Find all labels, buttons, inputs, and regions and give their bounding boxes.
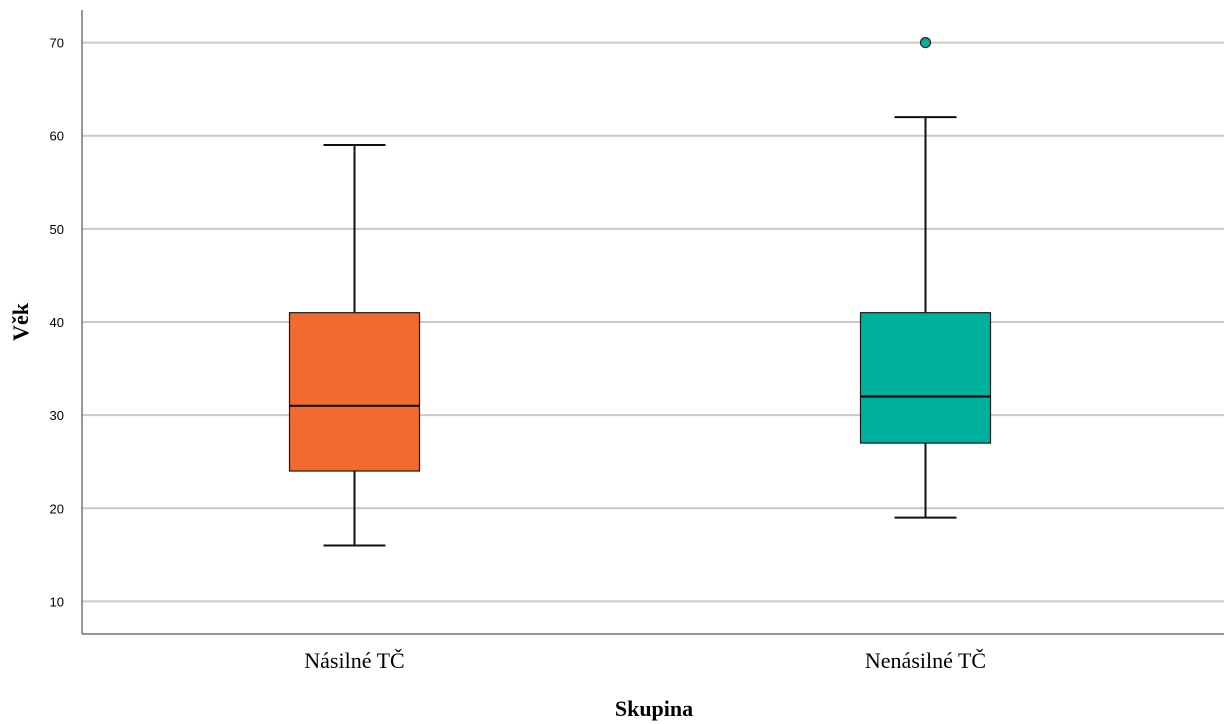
box-group — [859, 36, 992, 519]
y-tick-label: 20 — [50, 501, 64, 516]
y-tick-label: 10 — [50, 594, 64, 609]
box-group — [288, 144, 421, 547]
y-tick-label: 30 — [50, 408, 64, 423]
y-tick-labels: 10 20 30 40 50 60 70 — [50, 36, 64, 610]
iqr-box — [859, 312, 992, 444]
y-tick-label: 50 — [50, 222, 64, 237]
x-axis-title: Skupina — [615, 696, 693, 721]
gridlines — [82, 41, 1224, 603]
x-category-label: Násilné TČ — [304, 648, 404, 673]
y-tick-label: 70 — [50, 36, 64, 51]
y-tick-label: 60 — [50, 129, 64, 144]
x-category-labels: Násilné TČ Nenásilné TČ — [304, 648, 986, 673]
iqr-box — [288, 312, 421, 472]
y-tick-label: 40 — [50, 315, 64, 330]
x-category-label: Nenásilné TČ — [865, 648, 986, 673]
y-axis-title: Věk — [8, 302, 33, 341]
outlier-point — [919, 36, 932, 49]
boxes — [288, 36, 992, 547]
